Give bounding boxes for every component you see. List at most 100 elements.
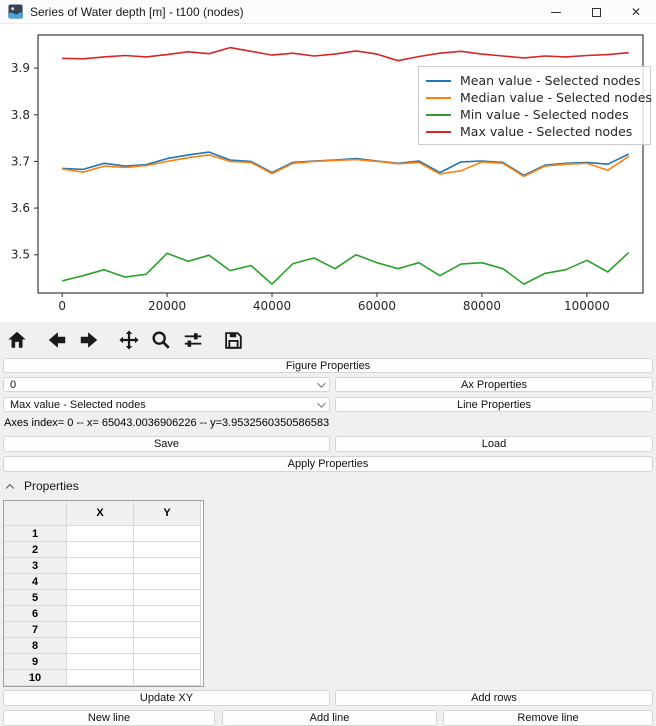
home-icon[interactable] bbox=[2, 326, 32, 354]
load-button[interactable]: Load bbox=[335, 436, 653, 452]
xy-data-table: X Y 1 2 3 4 5 6 7 8 9 10 bbox=[3, 500, 204, 687]
chart-legend: Mean value - Selected nodes Median value … bbox=[418, 66, 652, 145]
x-tick-label: 60000 bbox=[358, 299, 396, 313]
cell-x[interactable] bbox=[67, 622, 134, 638]
ax-properties-button[interactable]: Ax Properties bbox=[335, 377, 653, 392]
row-header[interactable]: 8 bbox=[4, 638, 67, 654]
x-tick-label: 40000 bbox=[253, 299, 291, 313]
minimize-button[interactable] bbox=[536, 0, 576, 24]
cell-x[interactable] bbox=[67, 606, 134, 622]
cell-x[interactable] bbox=[67, 558, 134, 574]
legend-entry: Mean value - Selected nodes bbox=[426, 72, 643, 89]
chevron-down-icon bbox=[317, 398, 326, 408]
series-line bbox=[62, 46, 629, 62]
y-tick-label: 3.8 bbox=[11, 108, 30, 122]
apply-properties-label: Apply Properties bbox=[287, 458, 369, 470]
cell-y[interactable] bbox=[134, 638, 201, 654]
axes-index-value: 0 bbox=[10, 378, 17, 391]
cell-y[interactable] bbox=[134, 622, 201, 638]
remove-line-label: Remove line bbox=[517, 712, 579, 724]
cell-y[interactable] bbox=[134, 558, 201, 574]
chevron-down-icon bbox=[317, 378, 326, 388]
cell-x[interactable] bbox=[67, 574, 134, 590]
cell-x[interactable] bbox=[67, 590, 134, 606]
update-xy-button[interactable]: Update XY bbox=[3, 690, 330, 706]
figure-properties-label: Figure Properties bbox=[285, 359, 371, 372]
add-rows-label: Add rows bbox=[471, 692, 517, 704]
y-tick-label: 3.9 bbox=[11, 61, 30, 75]
cursor-status-text: Axes index= 0 -- x= 65043.0036906226 -- … bbox=[4, 417, 330, 429]
legend-line-sample bbox=[426, 130, 451, 133]
load-label: Load bbox=[481, 438, 507, 450]
cell-x[interactable] bbox=[67, 542, 134, 558]
figure-properties-button[interactable]: Figure Properties bbox=[3, 358, 653, 373]
cell-y[interactable] bbox=[134, 542, 201, 558]
column-header-x[interactable]: X bbox=[67, 501, 134, 526]
axes-index-select[interactable]: 0 bbox=[3, 377, 330, 392]
cell-y[interactable] bbox=[134, 526, 201, 542]
row-header[interactable]: 3 bbox=[4, 558, 67, 574]
pan-icon[interactable] bbox=[114, 326, 144, 354]
line-properties-label: Line Properties bbox=[457, 398, 531, 411]
cell-x[interactable] bbox=[67, 654, 134, 670]
cell-x[interactable] bbox=[67, 526, 134, 542]
y-tick-label: 3.7 bbox=[11, 154, 30, 168]
legend-label: Min value - Selected nodes bbox=[460, 107, 629, 122]
legend-entry: Min value - Selected nodes bbox=[426, 106, 643, 123]
cell-y[interactable] bbox=[134, 590, 201, 606]
window-title: Series of Water depth [m] - t100 (nodes) bbox=[30, 4, 244, 19]
legend-entry: Median value - Selected nodes bbox=[426, 89, 652, 106]
row-header[interactable]: 6 bbox=[4, 606, 67, 622]
row-header[interactable]: 5 bbox=[4, 590, 67, 606]
forward-icon[interactable] bbox=[74, 326, 104, 354]
column-header-y[interactable]: Y bbox=[134, 501, 201, 526]
cell-y[interactable] bbox=[134, 574, 201, 590]
row-header[interactable]: 7 bbox=[4, 622, 67, 638]
legend-line-sample bbox=[426, 96, 451, 99]
new-line-button[interactable]: New line bbox=[3, 710, 215, 726]
line-chart[interactable]: 0 20000 40000 60000 80000 100000 3.5 3.6 3.7 3.8 3… bbox=[0, 24, 656, 322]
title-bar: Series of Water depth [m] - t100 (nodes)… bbox=[0, 0, 656, 24]
app-icon bbox=[8, 4, 23, 19]
chevron-up-icon bbox=[5, 483, 15, 493]
row-header[interactable]: 9 bbox=[4, 654, 67, 670]
series-line bbox=[61, 154, 630, 178]
row-header[interactable]: 2 bbox=[4, 542, 67, 558]
close-button[interactable]: ✕ bbox=[630, 5, 642, 19]
line-select[interactable]: Max value - Selected nodes bbox=[3, 397, 330, 412]
line-properties-button[interactable]: Line Properties bbox=[335, 397, 653, 412]
navigation-toolbar bbox=[0, 322, 656, 358]
maximize-button[interactable] bbox=[576, 0, 616, 24]
remove-line-button[interactable]: Remove line bbox=[443, 710, 653, 726]
properties-section-toggle[interactable]: Properties bbox=[5, 479, 79, 493]
ax-properties-label: Ax Properties bbox=[460, 378, 528, 391]
zoom-icon[interactable] bbox=[146, 326, 176, 354]
configure-subplots-icon[interactable] bbox=[178, 326, 208, 354]
add-rows-button[interactable]: Add rows bbox=[335, 690, 653, 706]
table-corner-cell bbox=[4, 501, 67, 526]
legend-label: Max value - Selected nodes bbox=[460, 124, 633, 139]
save-figure-icon[interactable] bbox=[218, 326, 248, 354]
legend-line-sample bbox=[426, 113, 451, 116]
x-tick-label: 20000 bbox=[148, 299, 186, 313]
x-tick-label: 80000 bbox=[463, 299, 501, 313]
row-header[interactable]: 4 bbox=[4, 574, 67, 590]
figure-canvas[interactable]: 0 20000 40000 60000 80000 100000 3.5 3.6 3.7 3.8 3… bbox=[0, 24, 656, 322]
back-icon[interactable] bbox=[42, 326, 72, 354]
legend-label: Median value - Selected nodes bbox=[460, 90, 652, 105]
row-header[interactable]: 10 bbox=[4, 670, 67, 686]
save-label: Save bbox=[153, 438, 180, 450]
cell-y[interactable] bbox=[134, 606, 201, 622]
cell-y[interactable] bbox=[134, 670, 201, 686]
add-line-button[interactable]: Add line bbox=[222, 710, 437, 726]
save-button[interactable]: Save bbox=[3, 436, 330, 452]
cell-y[interactable] bbox=[134, 654, 201, 670]
cell-x[interactable] bbox=[67, 670, 134, 686]
row-header[interactable]: 1 bbox=[4, 526, 67, 542]
line-select-value: Max value - Selected nodes bbox=[10, 398, 146, 411]
update-xy-label: Update XY bbox=[139, 692, 194, 704]
cell-x[interactable] bbox=[67, 638, 134, 654]
legend-entry: Max value - Selected nodes bbox=[426, 123, 643, 140]
axes-frame bbox=[37, 34, 644, 294]
apply-properties-button[interactable]: Apply Properties bbox=[3, 456, 653, 472]
